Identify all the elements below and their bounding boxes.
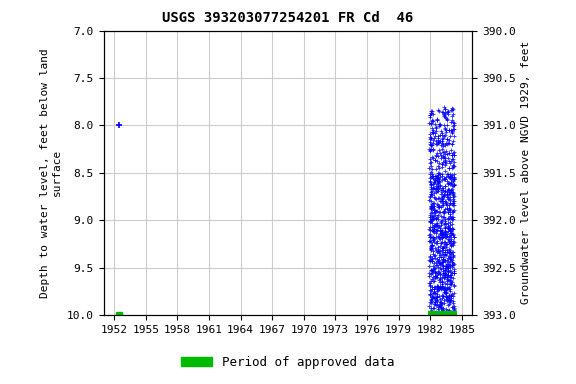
Title: USGS 393203077254201 FR Cd  46: USGS 393203077254201 FR Cd 46 (162, 12, 414, 25)
Legend: Period of approved data: Period of approved data (176, 351, 400, 374)
Y-axis label: Groundwater level above NGVD 1929, feet: Groundwater level above NGVD 1929, feet (521, 41, 531, 305)
Y-axis label: Depth to water level, feet below land
surface: Depth to water level, feet below land su… (40, 48, 62, 298)
